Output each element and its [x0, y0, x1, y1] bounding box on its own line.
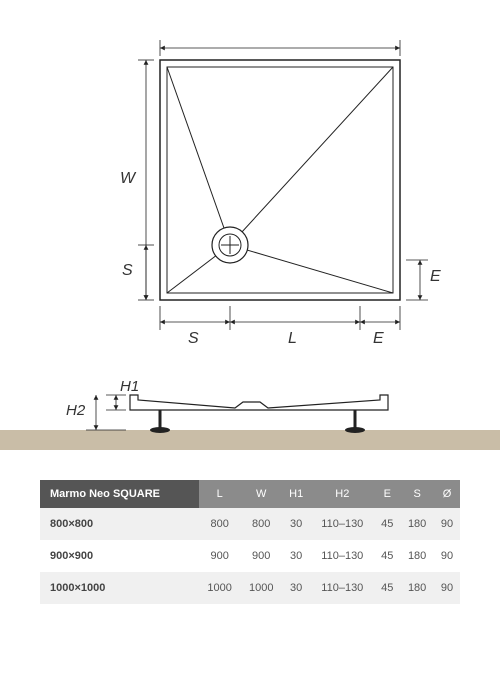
col-H2: H2: [310, 480, 374, 508]
table-cell: 90: [434, 572, 460, 604]
row-name: 900×900: [40, 540, 199, 572]
label-L: L: [288, 330, 297, 348]
label-H1: H1: [120, 378, 139, 395]
col-S: S: [400, 480, 434, 508]
table-row: 900×90090090030110–1304518090: [40, 540, 460, 572]
plan-view-diagram: W S S L E E: [40, 30, 460, 360]
label-E-v: E: [430, 268, 441, 286]
row-name: 1000×1000: [40, 572, 199, 604]
table-cell: 1000: [240, 572, 282, 604]
table-cell: 110–130: [310, 572, 374, 604]
dimension-table: Marmo Neo SQUARE L W H1 H2 E S Ø 800×800…: [40, 480, 460, 604]
table-cell: 30: [282, 540, 310, 572]
table-cell: 45: [374, 508, 400, 540]
table-cell: 110–130: [310, 508, 374, 540]
spec-table: Marmo Neo SQUARE L W H1 H2 E S Ø 800×800…: [40, 480, 460, 604]
plan-view-svg: [40, 30, 460, 360]
label-E-h: E: [373, 330, 384, 348]
col-E: E: [374, 480, 400, 508]
table-header-row: Marmo Neo SQUARE L W H1 H2 E S Ø: [40, 480, 460, 508]
row-name: 800×800: [40, 508, 199, 540]
label-W: W: [120, 170, 135, 188]
col-D: Ø: [434, 480, 460, 508]
col-H1: H1: [282, 480, 310, 508]
table-cell: 800: [199, 508, 241, 540]
col-W: W: [240, 480, 282, 508]
table-cell: 45: [374, 572, 400, 604]
table-cell: 1000: [199, 572, 241, 604]
table-cell: 30: [282, 508, 310, 540]
table-title-cell: Marmo Neo SQUARE: [40, 480, 199, 508]
col-L: L: [199, 480, 241, 508]
label-S-h: S: [188, 330, 199, 348]
table-cell: 900: [240, 540, 282, 572]
table-row: 800×80080080030110–1304518090: [40, 508, 460, 540]
table-cell: 110–130: [310, 540, 374, 572]
table-cell: 180: [400, 508, 434, 540]
table-cell: 900: [199, 540, 241, 572]
spec-sheet: W S S L E E: [0, 0, 500, 700]
table-cell: 180: [400, 572, 434, 604]
table-cell: 90: [434, 540, 460, 572]
side-view-diagram: H1 H2: [0, 360, 500, 450]
table-row: 1000×10001000100030110–1304518090: [40, 572, 460, 604]
table-cell: 45: [374, 540, 400, 572]
table-cell: 90: [434, 508, 460, 540]
label-S-v: S: [122, 262, 133, 280]
table-cell: 30: [282, 572, 310, 604]
table-cell: 180: [400, 540, 434, 572]
table-cell: 800: [240, 508, 282, 540]
label-H2: H2: [66, 402, 85, 419]
